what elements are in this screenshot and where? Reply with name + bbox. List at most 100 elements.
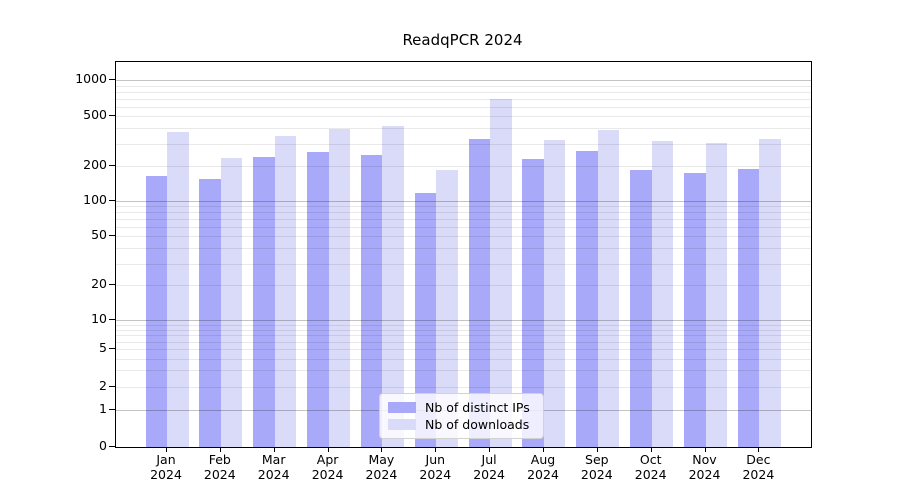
gridline (116, 116, 811, 117)
x-tick-label-apr: Apr 2024 (311, 452, 344, 482)
bar-nb-of-distinct-ips-may (360, 154, 383, 447)
legend-swatch-distinct-ips (388, 402, 416, 413)
x-tick-label-feb: Feb 2024 (203, 452, 236, 482)
bar-nb-of-distinct-ips-aug (522, 158, 544, 447)
gridline (116, 358, 811, 360)
bar-nb-of-downloads-jun (436, 169, 458, 447)
gridline (116, 320, 811, 322)
x-tick-label-aug: Aug 2024 (527, 452, 559, 482)
bar-nb-of-downloads-jan (167, 132, 189, 447)
gridline (116, 263, 811, 265)
x-tick-mark (327, 447, 329, 452)
gridline (116, 341, 811, 343)
gridline (116, 128, 811, 130)
gridline (116, 219, 811, 220)
y-tick-label-200: 200 (83, 157, 107, 172)
gridline (116, 285, 811, 287)
y-tick-mark (109, 79, 115, 81)
gridline (116, 143, 811, 145)
x-tick-label-sep: Sep 2024 (580, 452, 613, 482)
bar-nb-of-downloads-nov (705, 143, 727, 447)
x-tick-label-nov: Nov 2024 (688, 452, 721, 482)
gridline (116, 236, 811, 237)
gridline (116, 324, 811, 326)
x-tick-label-dec: Dec 2024 (742, 452, 775, 482)
bar-nb-of-downloads-jul (490, 98, 512, 447)
gridline (116, 206, 811, 208)
x-tick-mark (543, 447, 544, 452)
x-tick-mark (650, 447, 652, 452)
gridline (116, 98, 811, 100)
gridline (116, 166, 811, 167)
bar-nb-of-distinct-ips-jul (468, 138, 491, 447)
bar-nb-of-distinct-ips-feb (199, 178, 221, 447)
y-tick-label-2: 2 (99, 378, 107, 393)
y-tick-label-0: 0 (99, 438, 107, 453)
x-tick-mark (166, 447, 167, 452)
x-tick-mark (758, 447, 760, 452)
y-tick-label-1: 1 (99, 401, 107, 417)
y-tick-label-100: 100 (83, 192, 107, 207)
y-tick-label-500: 500 (83, 107, 107, 122)
y-tick-label-50: 50 (91, 227, 107, 242)
x-tick-label-jul: Jul 2024 (473, 452, 505, 482)
bar-nb-of-distinct-ips-oct (630, 169, 652, 447)
gridline (116, 387, 811, 388)
bar-nb-of-distinct-ips-dec (737, 168, 760, 447)
gridline (116, 91, 811, 93)
bar-nb-of-downloads-feb (220, 158, 243, 447)
y-tick-mark (109, 409, 115, 411)
x-tick-mark (489, 447, 491, 452)
bar-nb-of-downloads-may (382, 126, 404, 447)
bar-nb-of-distinct-ips-nov (684, 172, 706, 447)
x-tick-label-mar: Mar 2024 (257, 452, 290, 482)
legend: Nb of distinct IPs Nb of downloads (379, 393, 544, 439)
x-tick-mark (273, 447, 275, 452)
legend-label-distinct-ips: Nb of distinct IPs (425, 400, 530, 415)
y-tick-mark (109, 165, 115, 166)
y-tick-mark (109, 284, 115, 286)
legend-swatch-downloads (388, 419, 416, 430)
bar-nb-of-downloads-aug (543, 140, 566, 447)
bar-nb-of-distinct-ips-jan (145, 175, 167, 447)
chart-title: ReadqPCR 2024 (402, 31, 523, 49)
bar-nb-of-distinct-ips-sep (576, 150, 598, 447)
y-tick-label-10: 10 (91, 311, 107, 327)
x-tick-mark (219, 447, 221, 452)
x-tick-label-may: May 2024 (365, 452, 398, 482)
gridline (116, 80, 811, 82)
y-tick-mark (109, 115, 115, 116)
gridline (116, 349, 811, 351)
bar-nb-of-downloads-sep (597, 130, 620, 447)
bar-nb-of-downloads-oct (651, 140, 674, 447)
x-tick-mark (435, 447, 437, 452)
x-tick-label-oct: Oct 2024 (634, 452, 667, 482)
gridline (116, 370, 811, 372)
gridline (116, 106, 811, 108)
gridline (116, 248, 811, 249)
x-tick-label-jun: Jun 2024 (419, 452, 452, 482)
gridline (116, 226, 811, 228)
bar-nb-of-downloads-apr (328, 128, 351, 447)
legend-item-distinct-ips: Nb of distinct IPs (388, 400, 535, 415)
gridline (116, 85, 811, 87)
y-tick-mark (109, 446, 115, 447)
y-tick-label-20: 20 (91, 276, 107, 292)
x-tick-mark (381, 447, 383, 452)
y-tick-mark (109, 200, 115, 201)
gridline (116, 201, 811, 202)
x-tick-mark (596, 447, 598, 452)
y-tick-label-1000: 1000 (75, 71, 107, 87)
bar-nb-of-distinct-ips-mar (253, 157, 275, 447)
gridline (116, 335, 811, 337)
gridline (116, 329, 811, 331)
legend-item-downloads: Nb of downloads (388, 417, 535, 432)
x-tick-label-jan: Jan 2024 (150, 452, 182, 482)
y-tick-label-5: 5 (99, 340, 107, 356)
y-tick-mark (109, 348, 115, 350)
gridline (116, 212, 811, 214)
bar-nb-of-distinct-ips-jun (414, 192, 437, 447)
legend-label-downloads: Nb of downloads (425, 417, 530, 432)
y-tick-mark (109, 319, 115, 321)
